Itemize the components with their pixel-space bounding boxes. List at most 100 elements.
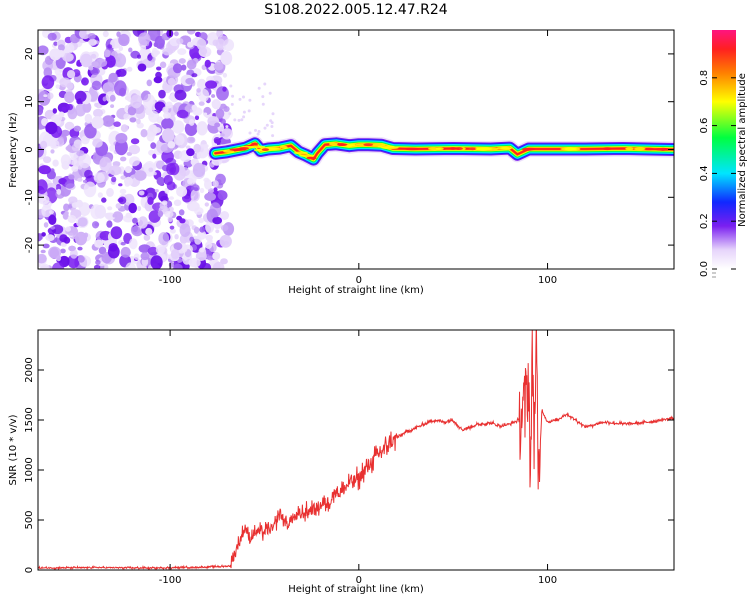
noise-speckle <box>52 108 57 114</box>
noise-speckle <box>215 108 225 119</box>
noise-speckle <box>51 140 60 149</box>
noise-speckle <box>131 225 141 235</box>
noise-speckle <box>213 62 224 71</box>
ridge-hotspot <box>455 147 463 151</box>
noise-speckle <box>83 232 89 238</box>
noise-speckle <box>189 236 195 243</box>
noise-speckle <box>84 113 93 124</box>
noise-speckle <box>149 102 157 111</box>
noise-speckle <box>156 176 165 186</box>
noise-speckle <box>47 183 53 188</box>
noise-speckle <box>95 259 101 266</box>
noise-speckle <box>118 33 130 47</box>
noise-speckle <box>161 200 168 205</box>
noise-speckle <box>92 138 103 148</box>
noise-speckle <box>71 165 79 172</box>
noise-speckle <box>212 261 225 269</box>
noise-speckle <box>138 190 145 196</box>
noise-speckle <box>68 245 76 252</box>
noise-speckle <box>109 94 116 102</box>
noise-speckle <box>112 213 117 218</box>
noise-speckle <box>145 108 152 116</box>
ridge-hotspot <box>602 147 612 151</box>
noise-speckle <box>187 30 196 35</box>
noise-speckle <box>140 252 150 261</box>
stray-speckle <box>248 131 252 135</box>
noise-speckle <box>124 166 132 173</box>
noise-speckle <box>128 202 137 214</box>
signal-ridge <box>207 135 674 168</box>
noise-speckle <box>220 118 226 125</box>
noise-speckle <box>212 216 223 225</box>
noise-speckle <box>158 89 166 99</box>
noise-speckle <box>102 96 107 102</box>
colorbar: 0.0 0.2 0.4 0.6 0.8 Normalized spectral ampl… <box>699 30 748 278</box>
noise-speckle <box>209 202 222 218</box>
noise-speckle <box>67 215 77 223</box>
spectrogram-ytick-label: -20 <box>24 237 35 253</box>
noise-speckle <box>162 106 169 114</box>
noise-speckle <box>137 205 142 212</box>
noise-speckle <box>124 176 133 186</box>
noise-speckle <box>41 232 46 237</box>
noise-speckle <box>134 170 147 181</box>
noise-speckle <box>50 149 55 154</box>
noise-speckle <box>102 82 115 95</box>
noise-speckle <box>205 221 215 234</box>
noise-speckle <box>187 201 200 212</box>
snr-ytick-label: 1000 <box>24 457 35 482</box>
noise-speckle <box>94 102 99 108</box>
stray-speckle <box>261 95 265 99</box>
noise-speckle <box>50 114 63 123</box>
noise-speckle <box>120 241 126 246</box>
noise-speckle <box>168 206 174 212</box>
stray-speckle <box>257 130 261 133</box>
ridge-hotspot <box>643 147 655 151</box>
noise-speckle <box>147 54 153 61</box>
noise-speckle <box>97 192 103 198</box>
noise-speckle <box>71 143 81 152</box>
stray-speckle <box>242 115 246 119</box>
noise-speckle <box>63 203 70 212</box>
noise-speckle <box>61 106 67 112</box>
noise-speckle <box>76 61 82 67</box>
noise-speckle <box>68 196 78 204</box>
noise-speckle <box>220 51 233 66</box>
noise-speckle <box>128 144 140 155</box>
stray-speckle <box>237 118 241 122</box>
noise-speckle <box>190 189 200 202</box>
noise-speckle <box>123 193 135 206</box>
noise-speckle <box>146 79 153 87</box>
spectrogram-ytick-label: 10 <box>24 95 35 108</box>
ridge-hotspot <box>625 147 634 151</box>
noise-speckle <box>59 77 71 88</box>
snr-frame <box>37 329 675 571</box>
noise-speckle <box>194 187 199 192</box>
noise-speckle <box>211 99 221 110</box>
noise-speckle <box>81 135 90 145</box>
noise-speckle <box>197 78 207 90</box>
stray-speckle <box>229 84 233 88</box>
noise-speckle <box>220 258 228 265</box>
noise-speckle <box>91 80 102 91</box>
noise-speckle <box>56 188 62 195</box>
noise-speckle <box>111 176 117 183</box>
noise-speckle <box>219 123 224 127</box>
ridge-hotspot <box>449 147 457 150</box>
noise-speckle <box>169 225 175 230</box>
noise-speckle <box>167 141 176 149</box>
noise-speckle <box>73 125 82 132</box>
noise-speckle <box>45 234 55 242</box>
noise-speckle <box>204 59 211 68</box>
noise-speckle <box>136 118 141 125</box>
noise-speckle <box>132 217 138 224</box>
noise-speckle <box>186 148 195 157</box>
noise-speckle <box>204 192 217 201</box>
noise-speckle <box>169 196 174 200</box>
snr-background <box>38 330 674 570</box>
noise-speckle <box>150 142 157 150</box>
